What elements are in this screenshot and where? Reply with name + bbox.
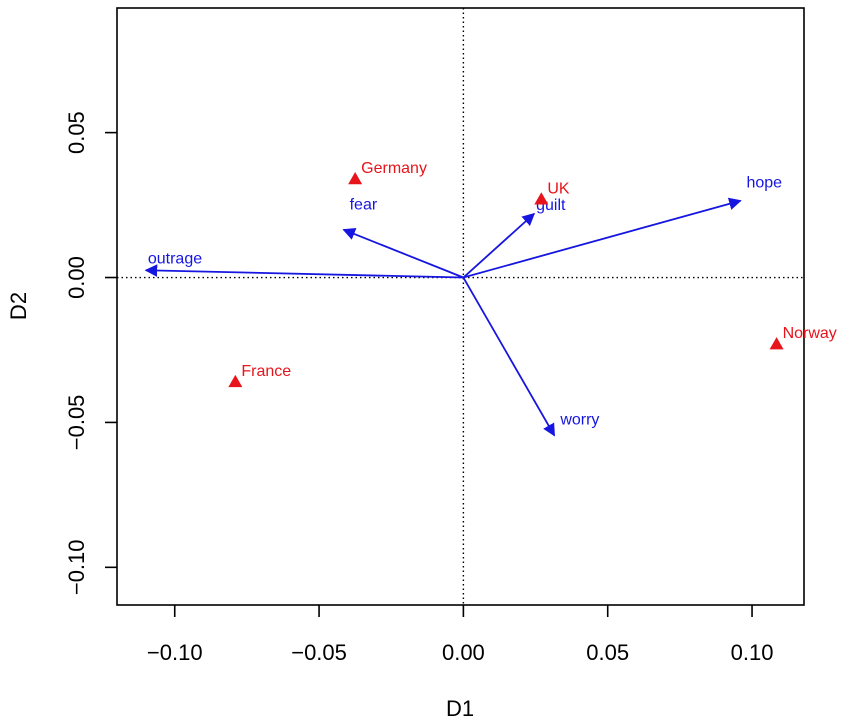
vector-label-fear: fear [350, 197, 378, 214]
x-tick-label: 0.05 [586, 640, 629, 665]
x-axis-label: D1 [446, 696, 474, 721]
point-label-norway: Norway [783, 325, 837, 342]
vector-arrow-worry [462, 277, 556, 437]
y-tick-label: 0.05 [64, 111, 89, 154]
x-tick-label: 0.10 [731, 640, 774, 665]
vector-label-worry: worry [559, 411, 599, 428]
vector-arrow-guilt [462, 212, 536, 279]
vector-arrow-fear [342, 228, 464, 279]
vector-arrow-outrage [144, 264, 464, 279]
point-label-france: France [241, 363, 291, 380]
point-marker-norway [769, 337, 784, 350]
point-label-uk: UK [547, 180, 570, 197]
y-tick-label: 0.00 [64, 256, 89, 299]
x-tick-label: 0.00 [442, 640, 485, 665]
y-tick-label: −0.10 [64, 539, 89, 595]
y-tick-label: −0.05 [64, 395, 89, 451]
point-marker-uk [534, 192, 549, 205]
point-marker-france [228, 374, 243, 388]
y-axis-label: D2 [6, 292, 31, 320]
vector-label-hope: hope [746, 175, 782, 192]
vector-label-outrage: outrage [148, 250, 202, 267]
point-label-germany: Germany [361, 160, 427, 177]
vector-arrow-hope [463, 197, 742, 279]
point-marker-germany [348, 171, 363, 185]
x-tick-label: −0.05 [291, 640, 347, 665]
plot-frame [116, 7, 805, 606]
x-tick-label: −0.10 [147, 640, 203, 665]
